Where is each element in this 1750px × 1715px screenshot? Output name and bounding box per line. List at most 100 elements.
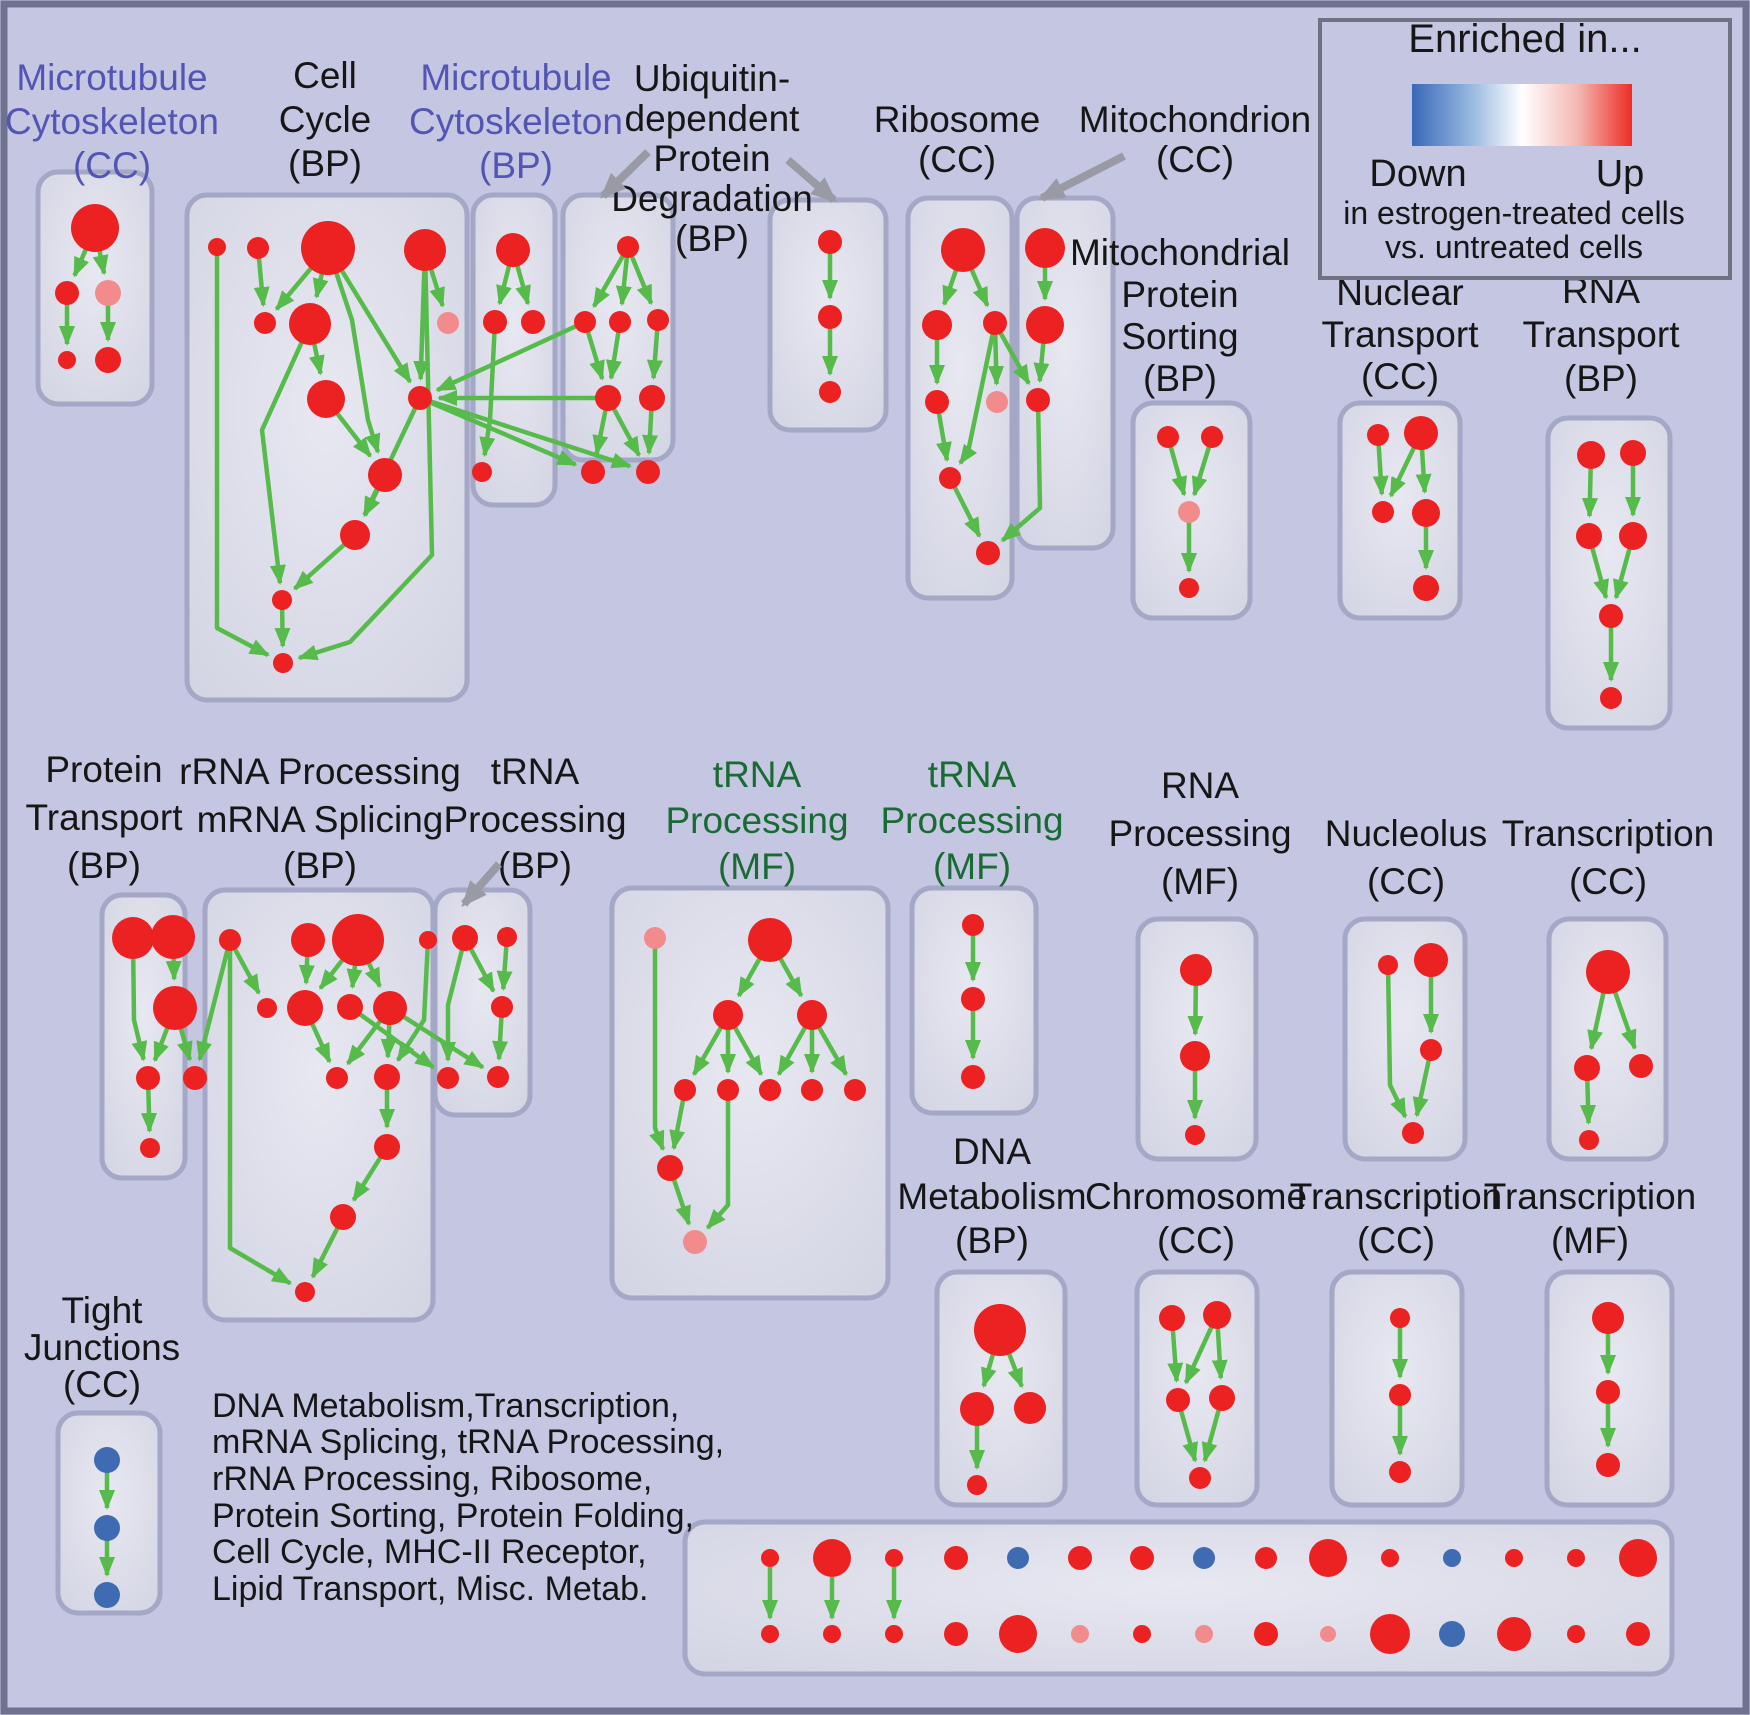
go-term-node-tmf1-Top [748,918,792,962]
mixed-terms-text-line: rRNA Processing, Ribosome, [212,1460,652,1498]
go-term-node-mixed-bottom-2 [823,1625,841,1643]
cluster-label-chrm: Chromosome [1085,1176,1307,1217]
go-term-node-tj-c [94,1582,120,1608]
cluster-label-tbp: tRNA [491,751,580,792]
cluster-label-rrna: (BP) [283,845,357,886]
go-term-node-ptr-XL3 [153,986,197,1030]
go-term-node-rtr-cv [1599,604,1623,628]
cluster-box-rrna [202,887,436,1323]
go-term-node-cc-s10 [273,653,293,673]
cluster-label-ptr: Protein [45,749,162,790]
cluster-label-rpmf: Processing [1108,813,1291,854]
cluster-label-ubA: (BP) [675,218,749,259]
go-term-node-rrna-M4 [373,991,407,1025]
cluster-label-tbp: (BP) [498,845,572,886]
go-term-node-ntr-mS [1372,501,1394,523]
cluster-label-ubA: Degradation [611,178,813,219]
relation-edge [1000,399,1043,543]
go-term-node-tcb-c [1389,1461,1411,1483]
cluster-box-mt_cc [35,169,155,407]
mixed-terms-text-line: Cell Cycle, MHC-II Receptor, [212,1533,647,1571]
go-term-node-mixed-top-8 [1193,1547,1215,1569]
go-term-node-tmf2-a [962,914,984,936]
go-term-node-cc-s2 [247,237,269,259]
go-term-node-mixed-top-9 [1255,1547,1277,1569]
relation-edge [958,322,998,465]
go-term-node-tmf1-mA [713,1000,743,1030]
relation-edge [419,395,578,467]
go-term-node-dnam-bt [967,1475,987,1495]
go-term-node-cc-L5 [307,380,345,418]
relation-edge [435,319,586,393]
go-term-node-tmf3-a [1592,1302,1624,1334]
legend-gradient-bar [1412,84,1632,146]
cluster-label-mito: (CC) [1156,139,1234,180]
relation-edge [196,939,233,1062]
go-term-node-ubA-r2a [574,311,596,333]
cluster-label-tcb: (CC) [1357,1220,1435,1261]
go-term-node-mixed-top-11 [1381,1549,1399,1567]
go-term-node-ntr-bt [1413,575,1439,601]
go-term-node-rtr-tR [1620,440,1646,466]
cluster-box-chrm [1134,1269,1260,1508]
go-term-node-mixed-top-12 [1443,1549,1461,1567]
relation-edge [1412,1049,1434,1118]
cluster-label-mt_bp: (BP) [479,145,553,186]
go-term-node-msort-bt [1179,578,1199,598]
cluster-label-tmf3: Transcription [1484,1176,1696,1217]
cluster-label-msort: Protein [1121,274,1238,315]
go-term-node-tmf2-c [961,1065,985,1089]
go-term-node-tbp-M [491,996,513,1018]
go-term-node-cc-L8 [340,520,370,550]
relation-edge [592,245,630,309]
go-term-node-mt_cc-e [95,347,121,373]
go-term-node-ptr-S4 [136,1066,160,1090]
cluster-label-nucl: (CC) [1367,861,1445,902]
relation-edge [325,247,381,454]
relation-edge [259,323,313,586]
go-term-node-mt_cc-d [58,351,76,369]
go-term-node-tmf1-mB [797,1000,827,1030]
go-term-node-ubA-r3b [639,385,665,411]
relation-edge [130,937,148,1062]
go-term-node-tmf1-c2 [717,1079,739,1101]
go-term-node-tmf1-c3 [759,1079,781,1101]
go-term-node-ubB-b3 [819,381,841,403]
go-term-node-mixed-top-3 [885,1549,903,1567]
go-term-node-msort-tR [1201,426,1223,448]
go-term-node-tj-a [94,1447,120,1473]
cluster-label-tmf2: Processing [880,800,1063,841]
cluster-label-mt_cc: (CC) [73,145,151,186]
cluster-label-rtr: Transport [1523,314,1681,355]
cluster-label-tcb: Transcription [1290,1176,1502,1217]
go-term-node-tcm-bt [1579,1130,1599,1150]
cluster-label-tmf3: (MF) [1551,1220,1629,1261]
go-term-node-nucl-bt [1402,1122,1424,1144]
go-term-node-mt_bp-mL [483,310,507,334]
cluster-label-ptr: (BP) [67,845,141,886]
go-term-node-mito-L [1026,306,1064,344]
go-term-node-cc-m6 [408,386,432,410]
go-term-node-nucl-XL [1414,943,1448,977]
go-term-node-mixed-top-13 [1505,1549,1523,1567]
cluster-label-tj: Tight [62,1290,144,1331]
go-term-node-dnam-mdR [1014,1392,1046,1424]
cluster-box-dnam [934,1269,1068,1508]
go-term-node-ntr-s [1367,424,1389,446]
cluster-label-tmf1: Processing [665,800,848,841]
go-term-node-rrna-M3 [337,994,363,1020]
cluster-label-mt_cc: Microtubule [16,57,207,98]
cluster-label-ribo: (CC) [918,139,996,180]
go-term-node-cc-XL [301,221,355,275]
go-term-node-mt_bp-mR [521,310,545,334]
cluster-label-rrna: mRNA Splicing [197,799,444,840]
go-term-node-tcb-a [1390,1308,1410,1328]
go-term-node-nucl-s [1378,955,1398,975]
go-term-node-rrna-N2 [291,923,325,957]
go-term-node-chrm-mL [1166,1388,1190,1412]
go-term-node-chrm-bt [1189,1467,1211,1489]
go-term-node-nucl-mid [1420,1039,1442,1061]
